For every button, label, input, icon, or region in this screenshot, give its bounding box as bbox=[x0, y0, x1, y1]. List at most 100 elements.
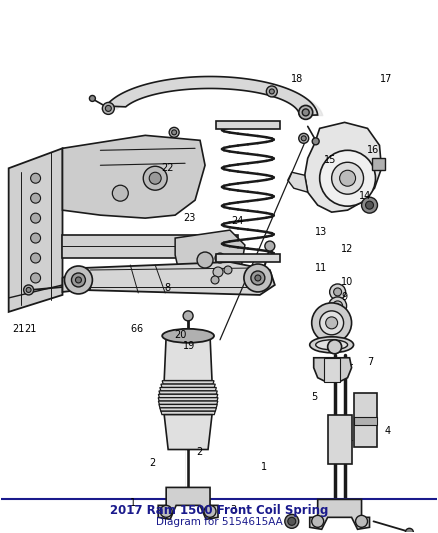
Circle shape bbox=[312, 515, 324, 527]
Circle shape bbox=[102, 102, 114, 115]
Text: 8: 8 bbox=[164, 283, 170, 293]
Text: 13: 13 bbox=[315, 227, 327, 237]
Circle shape bbox=[332, 301, 343, 311]
Circle shape bbox=[356, 515, 367, 527]
Circle shape bbox=[31, 193, 41, 203]
Circle shape bbox=[326, 317, 338, 329]
Polygon shape bbox=[371, 158, 385, 170]
Circle shape bbox=[366, 201, 374, 209]
Polygon shape bbox=[353, 393, 378, 447]
Circle shape bbox=[302, 109, 309, 116]
Polygon shape bbox=[310, 499, 370, 529]
Circle shape bbox=[215, 253, 225, 263]
Polygon shape bbox=[288, 172, 308, 192]
Circle shape bbox=[332, 162, 364, 194]
Polygon shape bbox=[164, 415, 212, 449]
Circle shape bbox=[312, 303, 352, 343]
Polygon shape bbox=[160, 387, 216, 391]
Circle shape bbox=[31, 253, 41, 263]
Polygon shape bbox=[159, 394, 218, 398]
Circle shape bbox=[334, 288, 342, 296]
Polygon shape bbox=[63, 135, 205, 218]
Circle shape bbox=[330, 284, 346, 300]
Polygon shape bbox=[161, 384, 215, 387]
Polygon shape bbox=[353, 417, 378, 425]
Circle shape bbox=[406, 528, 413, 533]
Text: 17: 17 bbox=[380, 75, 392, 84]
Polygon shape bbox=[82, 282, 90, 289]
Circle shape bbox=[285, 514, 299, 528]
Text: 4: 4 bbox=[385, 426, 391, 437]
Circle shape bbox=[224, 266, 232, 274]
Circle shape bbox=[112, 185, 128, 201]
Circle shape bbox=[204, 505, 216, 518]
Polygon shape bbox=[158, 487, 218, 519]
Text: 6: 6 bbox=[136, 324, 142, 334]
Circle shape bbox=[31, 233, 41, 243]
Ellipse shape bbox=[162, 329, 214, 343]
Circle shape bbox=[143, 166, 167, 190]
Text: 23: 23 bbox=[183, 213, 196, 223]
Text: 5: 5 bbox=[311, 392, 317, 402]
Circle shape bbox=[71, 273, 85, 287]
Text: 7: 7 bbox=[367, 357, 374, 367]
Circle shape bbox=[266, 86, 277, 97]
Text: 12: 12 bbox=[341, 245, 353, 254]
Circle shape bbox=[31, 273, 41, 283]
Circle shape bbox=[160, 505, 172, 518]
Circle shape bbox=[106, 106, 111, 111]
Text: 11: 11 bbox=[315, 263, 327, 273]
Circle shape bbox=[211, 276, 219, 284]
Text: 18: 18 bbox=[291, 75, 303, 84]
Circle shape bbox=[339, 170, 356, 186]
Circle shape bbox=[320, 311, 343, 335]
Text: 19: 19 bbox=[183, 341, 195, 351]
Circle shape bbox=[31, 173, 41, 183]
Circle shape bbox=[183, 311, 193, 321]
Circle shape bbox=[31, 213, 41, 223]
Polygon shape bbox=[324, 358, 339, 382]
Text: 14: 14 bbox=[359, 191, 371, 201]
Text: 22: 22 bbox=[161, 163, 174, 173]
Circle shape bbox=[169, 127, 179, 138]
Circle shape bbox=[26, 287, 31, 293]
Circle shape bbox=[328, 297, 346, 315]
Circle shape bbox=[265, 241, 275, 251]
Polygon shape bbox=[158, 398, 218, 401]
Text: 1: 1 bbox=[130, 498, 136, 508]
Circle shape bbox=[24, 285, 34, 295]
Text: 3: 3 bbox=[230, 505, 236, 515]
Polygon shape bbox=[9, 148, 63, 312]
Text: 21: 21 bbox=[12, 324, 25, 334]
Polygon shape bbox=[216, 254, 280, 262]
Circle shape bbox=[75, 277, 81, 283]
Polygon shape bbox=[216, 122, 280, 130]
Circle shape bbox=[251, 271, 265, 285]
Circle shape bbox=[172, 130, 177, 135]
Circle shape bbox=[213, 267, 223, 277]
Circle shape bbox=[299, 133, 309, 143]
Circle shape bbox=[269, 89, 274, 94]
Text: 20: 20 bbox=[174, 329, 187, 340]
Polygon shape bbox=[63, 262, 275, 295]
Polygon shape bbox=[328, 415, 352, 464]
Polygon shape bbox=[159, 391, 217, 394]
Circle shape bbox=[328, 340, 342, 354]
Circle shape bbox=[288, 518, 296, 526]
Text: 1: 1 bbox=[261, 463, 267, 472]
Polygon shape bbox=[161, 411, 215, 415]
Circle shape bbox=[320, 150, 375, 206]
Circle shape bbox=[89, 95, 95, 101]
Polygon shape bbox=[175, 230, 245, 285]
Ellipse shape bbox=[316, 340, 348, 350]
Text: 2: 2 bbox=[196, 447, 202, 456]
Polygon shape bbox=[314, 358, 352, 382]
Polygon shape bbox=[164, 336, 212, 381]
Circle shape bbox=[244, 264, 272, 292]
Circle shape bbox=[255, 275, 261, 281]
Text: 9: 9 bbox=[341, 292, 347, 302]
Polygon shape bbox=[63, 235, 238, 258]
Polygon shape bbox=[159, 405, 217, 408]
Circle shape bbox=[312, 138, 319, 145]
Ellipse shape bbox=[310, 337, 353, 353]
